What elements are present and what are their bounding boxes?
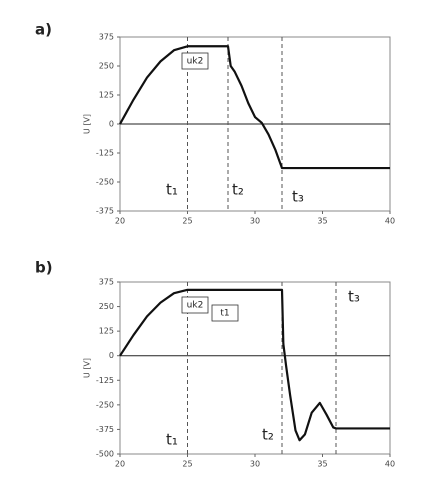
x-tick-label: 20 — [115, 460, 125, 469]
annotation: uk2 — [187, 57, 204, 67]
y-tick-label: -250 — [96, 178, 114, 187]
y-tick-label: -125 — [96, 376, 114, 385]
y-tick-label: -500 — [96, 450, 114, 459]
y-tick-label: -375 — [96, 425, 114, 434]
y-tick-label: 0 — [109, 120, 114, 129]
annotation: t₁ — [166, 181, 178, 199]
annotation: t₃ — [348, 288, 360, 306]
x-tick-label: 35 — [317, 217, 327, 226]
annotation-box — [211, 304, 239, 322]
panel-label: a) — [35, 21, 52, 39]
annotation: t1 — [220, 309, 229, 319]
y-tick-label: -375 — [96, 207, 114, 216]
x-tick-label: 25 — [182, 217, 192, 226]
annotation: uk2 — [187, 301, 204, 311]
x-tick-label: 30 — [250, 217, 260, 226]
annotation-box — [181, 296, 209, 314]
series-line — [119, 288, 390, 442]
annotation: t₃ — [292, 188, 304, 206]
x-tick-label: 40 — [385, 217, 395, 226]
y-tick-label: 375 — [99, 278, 114, 287]
x-tick-label: 20 — [115, 217, 125, 226]
annotation: t₁ — [166, 431, 178, 449]
y-tick-label: 250 — [99, 302, 114, 311]
x-tick-label: 35 — [317, 460, 327, 469]
x-tick-label: 25 — [182, 460, 192, 469]
annotation: t₂ — [262, 426, 274, 444]
y-tick-label: 0 — [109, 351, 114, 360]
annotation: t₂ — [232, 181, 244, 199]
y-tick-label: -250 — [96, 400, 114, 409]
x-tick-label: 30 — [250, 460, 260, 469]
panel-label: b) — [35, 259, 53, 277]
series-line — [119, 45, 390, 170]
y-tick-label: -125 — [96, 149, 114, 158]
annotation-box — [181, 52, 209, 70]
y-axis-label: U [V] — [83, 358, 92, 378]
y-tick-label: 125 — [99, 91, 114, 100]
y-axis-label: U [V] — [83, 114, 92, 134]
y-tick-label: 375 — [99, 33, 114, 42]
x-tick-label: 40 — [385, 460, 395, 469]
y-tick-label: 125 — [99, 327, 114, 336]
y-tick-label: 250 — [99, 62, 114, 71]
